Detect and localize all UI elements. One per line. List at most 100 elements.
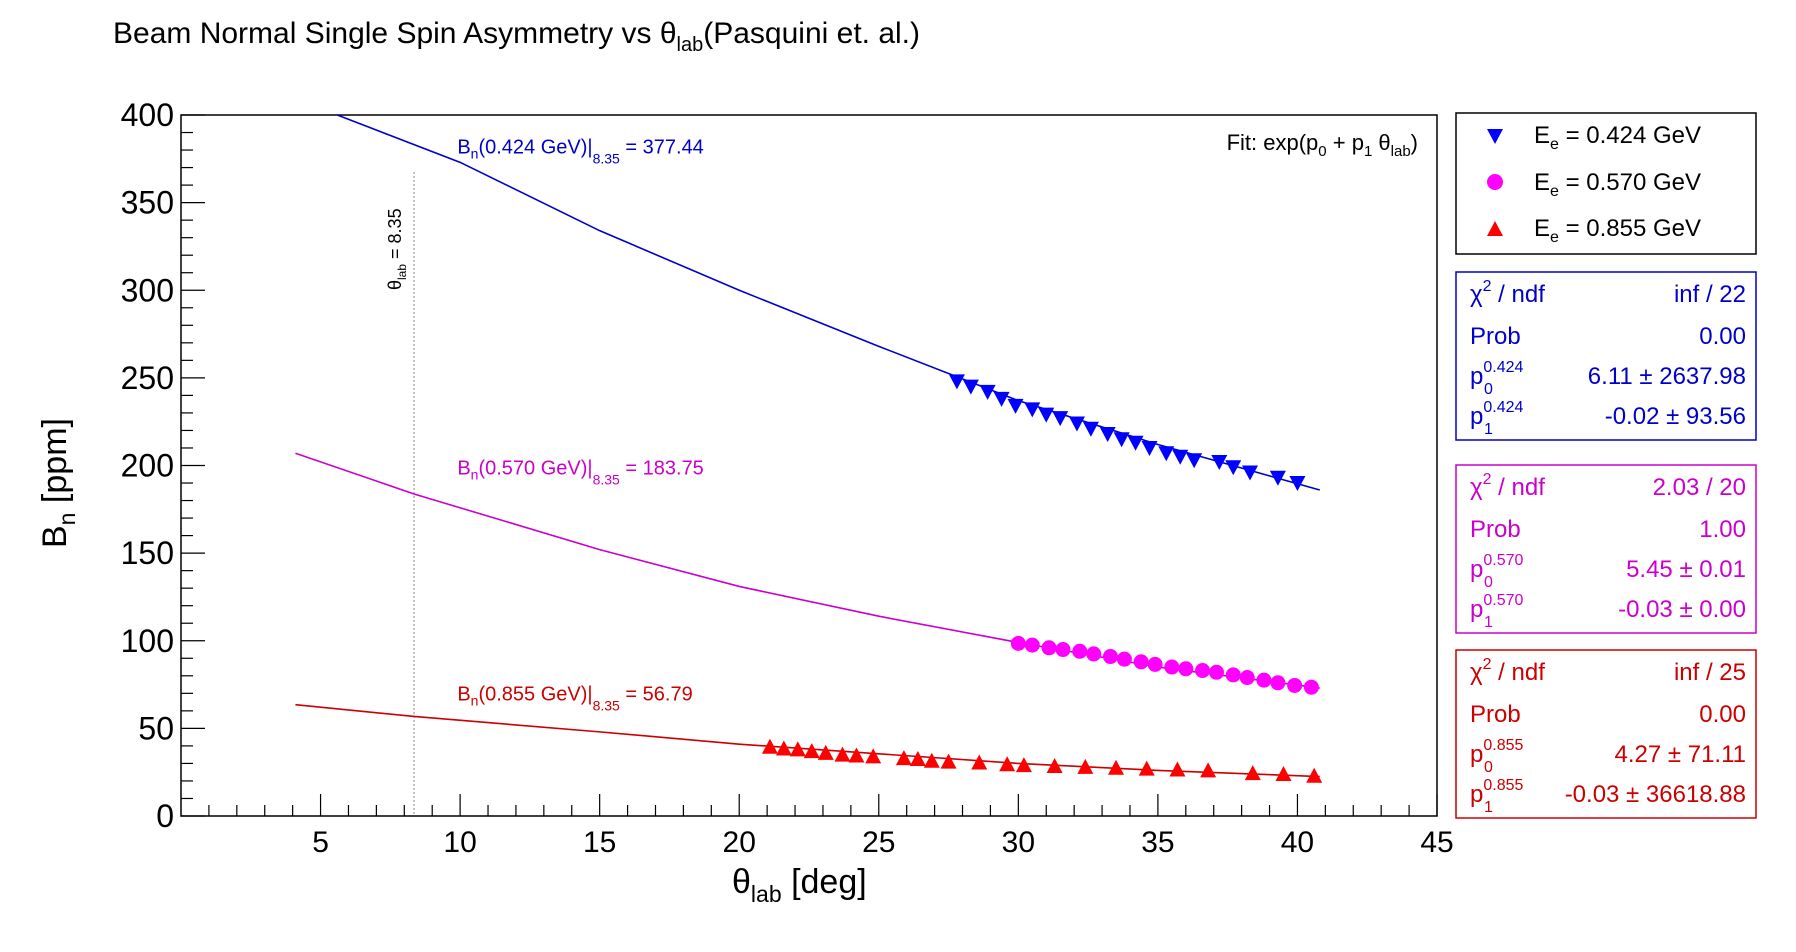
reference-line-label: θlab = 8.35 (385, 208, 409, 290)
stats-box-0424-frame (1455, 271, 1757, 441)
legend-label-0855: Ee = 0.855 GeV (1534, 215, 1701, 246)
data-point (1108, 759, 1125, 775)
stats-0855-chi-ndf: / ndf (1492, 659, 1546, 686)
stats-box-0855-frame (1455, 649, 1757, 819)
annotation-0570-tail: = 183.75 (620, 457, 704, 479)
data-point (1169, 761, 1186, 777)
x-tick-label: 15 (583, 826, 616, 859)
x-tick-label: 45 (1420, 826, 1453, 859)
data-point (1102, 649, 1118, 665)
data-point (1275, 765, 1292, 781)
stats-0424-p1-sub: 1 (1484, 421, 1493, 438)
legend-label-0570-sub: e (1550, 183, 1559, 200)
data-point (1256, 672, 1272, 688)
fit-lines (295, 114, 1320, 778)
annotation-0424-sub: n (471, 146, 479, 162)
data-point (1211, 454, 1228, 470)
data-point (940, 753, 957, 769)
data-point (1099, 426, 1116, 442)
stats-box-0570: χ2 / ndf 2.03 / 20 Prob 1.00 p0.570 0 5.4… (1455, 464, 1757, 634)
data-point (1052, 411, 1069, 427)
fit-formula-mid: + p (1327, 130, 1364, 155)
x-axis-title-main: θ (732, 863, 751, 901)
stats-0424-p0-symbol: p (1470, 363, 1483, 390)
stats-0424-chi-sup: 2 (1483, 278, 1492, 295)
stats-box-0855: χ2 / ndf inf / 25 Prob 0.00 p0.855 0 4.27… (1455, 649, 1757, 819)
data-point (1116, 651, 1132, 667)
fit-formula-sub0: 0 (1318, 143, 1326, 160)
chart-title-sub: lab (677, 34, 704, 56)
data-markers (761, 374, 1323, 783)
data-point (1303, 679, 1319, 695)
data-point (1133, 654, 1149, 670)
y-axis-title: Bn [ppm] (36, 418, 80, 548)
stats-box-0570-frame (1455, 464, 1757, 634)
legend-label-0570-prefix: E (1534, 169, 1550, 196)
y-tick-label: 150 (121, 535, 174, 571)
data-point (1195, 663, 1211, 679)
annotation-0570-sub2: 8.35 (593, 471, 620, 487)
stats-0424-chi-label: χ2 / ndf (1470, 278, 1545, 308)
fit-formula-sublab: lab (1391, 143, 1411, 160)
y-tick-label: 100 (121, 623, 174, 659)
stats-0570-chi-ndf: / ndf (1492, 474, 1546, 501)
stats-0570-p1-sub: 1 (1484, 614, 1493, 631)
data-point (1172, 449, 1189, 465)
stats-0424-chi-ndf: / ndf (1492, 281, 1546, 308)
data-point (1239, 670, 1255, 686)
axis-ticks (181, 114, 1438, 817)
data-point (1287, 677, 1303, 693)
data-point (1127, 435, 1144, 451)
data-point (1068, 416, 1085, 432)
fit-curve-0 (337, 114, 1320, 491)
stats-0570-p1-symbol: p (1470, 596, 1483, 623)
legend-label-0855-text: = 0.855 GeV (1559, 215, 1701, 242)
data-point (1225, 667, 1241, 683)
fit-formula-prefix: Fit: exp(p (1227, 130, 1319, 155)
data-point (971, 754, 988, 770)
data-point (1024, 402, 1041, 418)
reference-line-label-sub: lab (395, 264, 409, 280)
chart-title-tail: (Pasquini et. al.) (703, 17, 920, 50)
legend-marker-0855 (1487, 221, 1503, 236)
annotation-0570-prefix: B (457, 457, 470, 479)
y-axis-title-tail: [ppm] (36, 418, 74, 512)
x-axis-title-sub: lab (751, 881, 782, 907)
fit-curve-1 (295, 452, 1320, 689)
stats-0424-p1-value: -0.02 ± 93.56 (1605, 403, 1746, 430)
data-point (895, 750, 912, 766)
x-tick-label: 10 (443, 826, 476, 859)
data-point (834, 746, 851, 762)
annotation-0855: Bn(0.855 GeV)|8.35 = 56.79 (457, 683, 692, 713)
x-axis-title: θlab [deg] (732, 863, 867, 907)
data-point (1147, 656, 1163, 672)
stats-0855-chi-label: χ2 / ndf (1470, 656, 1545, 686)
x-axis-title-tail: [deg] (782, 863, 867, 901)
data-point (1077, 758, 1094, 774)
reference-line-label-main: θ (385, 280, 405, 290)
stats-0855-p0-sub: 0 (1484, 759, 1493, 776)
x-tick-label: 30 (1002, 826, 1035, 859)
annotation-0855-sub2: 8.35 (593, 697, 620, 713)
annotation-0424-mid: (0.424 GeV)| (478, 137, 592, 159)
annotation-0855-tail: = 56.79 (620, 683, 693, 705)
stats-0570-p0-sub: 0 (1484, 574, 1493, 591)
data-point (999, 756, 1016, 772)
data-point (909, 751, 926, 767)
annotation-0855-sub: n (471, 692, 479, 708)
stats-0855-chi-value: inf / 25 (1674, 659, 1746, 686)
x-tick-label: 25 (862, 826, 895, 859)
stats-0424-p0-sup: 0.424 (1483, 359, 1523, 376)
fit-formula-suffix: ) (1411, 130, 1418, 155)
stats-0570-chi-value: 2.03 / 20 (1653, 474, 1746, 501)
data-point (1007, 398, 1024, 414)
stats-0424-prob-label: Prob (1470, 323, 1521, 350)
data-point (1178, 661, 1194, 677)
stats-0424-p1-symbol: p (1470, 403, 1483, 430)
x-tick-label: 20 (723, 826, 756, 859)
legend-label-0570-text: = 0.570 GeV (1559, 169, 1701, 196)
annotation-0570: Bn(0.570 GeV)|8.35 = 183.75 (457, 457, 704, 487)
data-point (1015, 757, 1032, 773)
annotation-0424: Bn(0.424 GeV)|8.35 = 377.44 (457, 137, 704, 167)
chart-title-main: Beam Normal Single Spin Asymmetry vs θ (113, 17, 677, 50)
